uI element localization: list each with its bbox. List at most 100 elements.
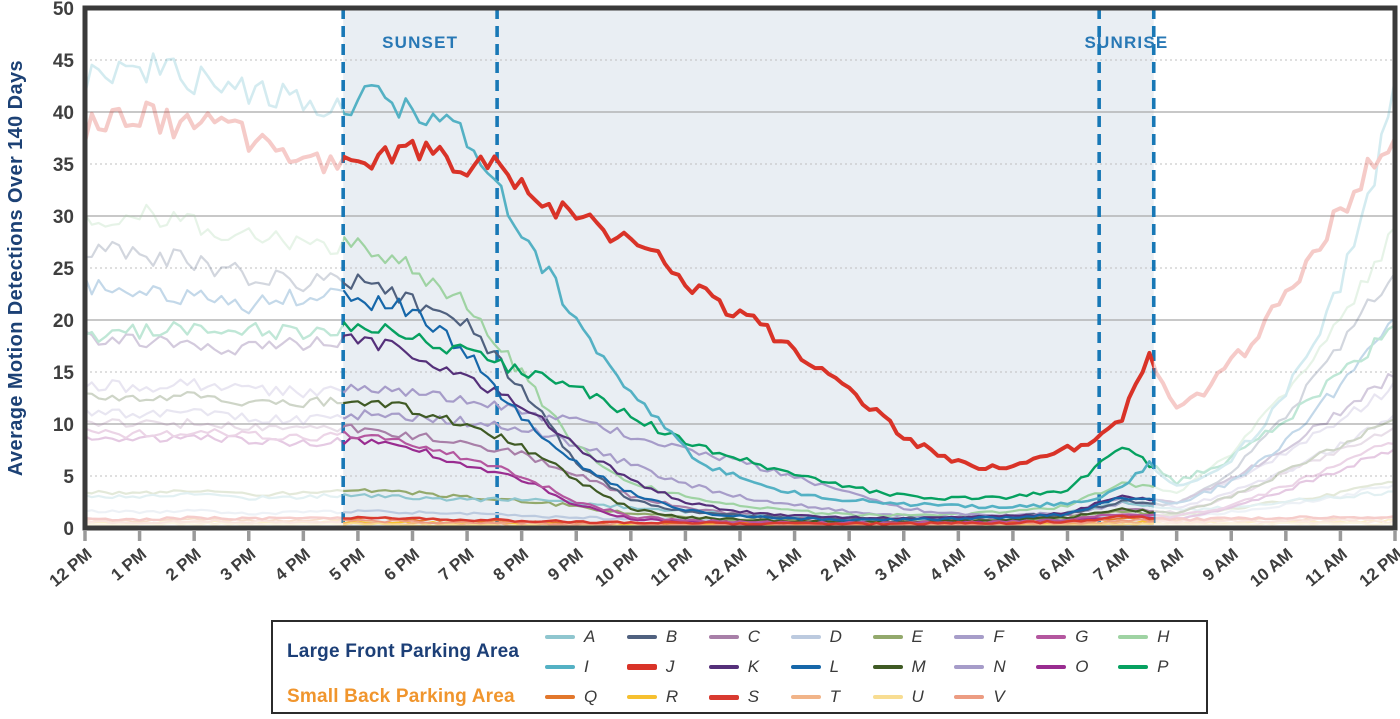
legend-series-name: V: [993, 687, 1005, 706]
x-tick-label: 7 AM: [1090, 545, 1133, 585]
legend-swatch-V: [954, 695, 985, 699]
x-tick-label: 2 PM: [162, 545, 205, 585]
legend-swatch-O: [1036, 665, 1067, 669]
chart-legend: Large Front Parking Area Small Back Park…: [271, 620, 1208, 714]
sunrise-label: SUNRISE: [1084, 33, 1168, 52]
legend-swatch-P: [1118, 665, 1149, 669]
legend-series-name: O: [1075, 657, 1089, 676]
x-tick-label: 3 PM: [217, 545, 260, 585]
series-M-line-night: [343, 399, 1154, 524]
legend-series-name: J: [665, 657, 675, 676]
legend-swatch-N: [954, 665, 985, 669]
legend-item-D: D: [790, 622, 873, 652]
legend-item-U: U: [872, 682, 955, 712]
legend-series-name: G: [1075, 627, 1089, 646]
series-I-line-night: [343, 84, 1154, 510]
y-tick-label: 30: [53, 207, 74, 228]
legend-series-name: S: [747, 687, 760, 706]
x-tick-label: 12 AM: [700, 545, 750, 591]
legend-swatch-J: [626, 664, 657, 670]
x-tick-label: 3 AM: [871, 545, 914, 585]
legend-series-name: L: [829, 657, 840, 676]
legend-item-C: C: [708, 622, 791, 652]
legend-item-P: P: [1118, 652, 1200, 682]
legend-swatch-R: [626, 695, 657, 699]
legend-item-Q: Q: [545, 682, 627, 712]
y-tick-label: 5: [63, 467, 74, 488]
legend-series-name: C: [747, 627, 761, 646]
legend-item-V: V: [954, 682, 1036, 712]
legend-swatch-Q: [545, 695, 575, 699]
legend-series-name: M: [911, 657, 926, 676]
legend-series-name: U: [911, 687, 924, 706]
legend-swatch-U: [872, 695, 903, 699]
legend-series-name: H: [1157, 627, 1170, 646]
x-tick-label: 2 AM: [817, 545, 860, 585]
legend-item-F: F: [954, 622, 1036, 652]
legend-swatch-T: [790, 695, 821, 699]
legend-series-name: T: [829, 687, 841, 706]
series-P-line-night: [343, 321, 1154, 501]
series-J-line-night: [343, 138, 1154, 471]
y-tick-label: 50: [53, 0, 74, 20]
x-tick-label: 10 AM: [1246, 545, 1296, 591]
y-tick-label: 25: [53, 259, 75, 280]
legend-series-name: E: [911, 627, 923, 646]
legend-item-T: T: [790, 682, 873, 712]
x-tick-label: 8 AM: [1144, 545, 1187, 585]
legend-item-O: O: [1036, 652, 1118, 682]
y-tick-label: 20: [53, 311, 74, 332]
legend-series-name: N: [993, 657, 1006, 676]
x-tick-label: 11 PM: [647, 545, 696, 591]
y-tick-label: 45: [53, 51, 75, 72]
legend-swatch-E: [872, 635, 903, 639]
series-G-line-night: [343, 430, 1154, 525]
motion-detections-chart: 12 PM 1 PM 2 PM 3 PM 4 PM 5 PM 6 PM 7 PM 8 PM 9 P…: [5, 0, 1400, 591]
x-tick-label: 5 AM: [981, 545, 1024, 585]
legend-item-G: G: [1036, 622, 1118, 652]
x-tick-label: 12 PM: [46, 545, 96, 591]
x-tick-label: 1 AM: [762, 545, 805, 585]
legend-swatch-H: [1118, 635, 1149, 639]
legend-swatch-K: [708, 665, 739, 669]
night-band: [343, 8, 1154, 528]
legend-item-B: B: [626, 622, 709, 652]
legend-item-H: H: [1118, 622, 1200, 652]
legend-item-I: I: [545, 652, 627, 682]
series-S-line-night: [343, 514, 1154, 526]
legend-series-name: P: [1157, 657, 1169, 676]
x-tick-label: 10 PM: [592, 545, 642, 591]
legend-swatch-C: [708, 635, 739, 639]
plot-frame: [82, 5, 1398, 531]
legend-swatch-A: [545, 635, 575, 639]
series-V-line-night: [343, 518, 1154, 527]
legend-item-M: M: [872, 652, 955, 682]
x-tick-label: 6 AM: [1035, 545, 1078, 585]
legend-swatch-D: [790, 635, 821, 639]
x-tick-label: 9 PM: [544, 545, 587, 585]
legend-group-label-front: Large Front Parking Area: [287, 641, 520, 662]
y-tick-label: 10: [53, 415, 74, 436]
legend-swatch-G: [1036, 635, 1067, 639]
y-tick-label: 40: [53, 103, 74, 124]
x-tick-label: 6 PM: [380, 545, 423, 585]
x-tick-label: 4 PM: [271, 545, 314, 585]
legend-swatch-M: [872, 665, 903, 669]
x-tick-label: 7 PM: [435, 545, 478, 585]
series-K-line-night: [343, 333, 1154, 521]
legend-series-name: A: [584, 627, 596, 646]
legend-series-name: Q: [584, 687, 598, 706]
y-tick-label: 35: [53, 155, 75, 176]
legend-series-name: B: [665, 627, 678, 646]
x-tick-label: 12 PM: [1356, 545, 1400, 591]
sunset-label: SUNSET: [382, 33, 458, 52]
x-tick-label: 11 AM: [1302, 545, 1351, 591]
series-F-line-night: [343, 409, 1154, 519]
legend-item-S: S: [708, 682, 791, 712]
legend-item-N: N: [954, 652, 1036, 682]
x-tick-label: 8 PM: [490, 545, 533, 585]
legend-item-E: E: [872, 622, 955, 652]
legend-swatch-B: [626, 635, 657, 639]
legend-item-A: A: [545, 622, 627, 652]
